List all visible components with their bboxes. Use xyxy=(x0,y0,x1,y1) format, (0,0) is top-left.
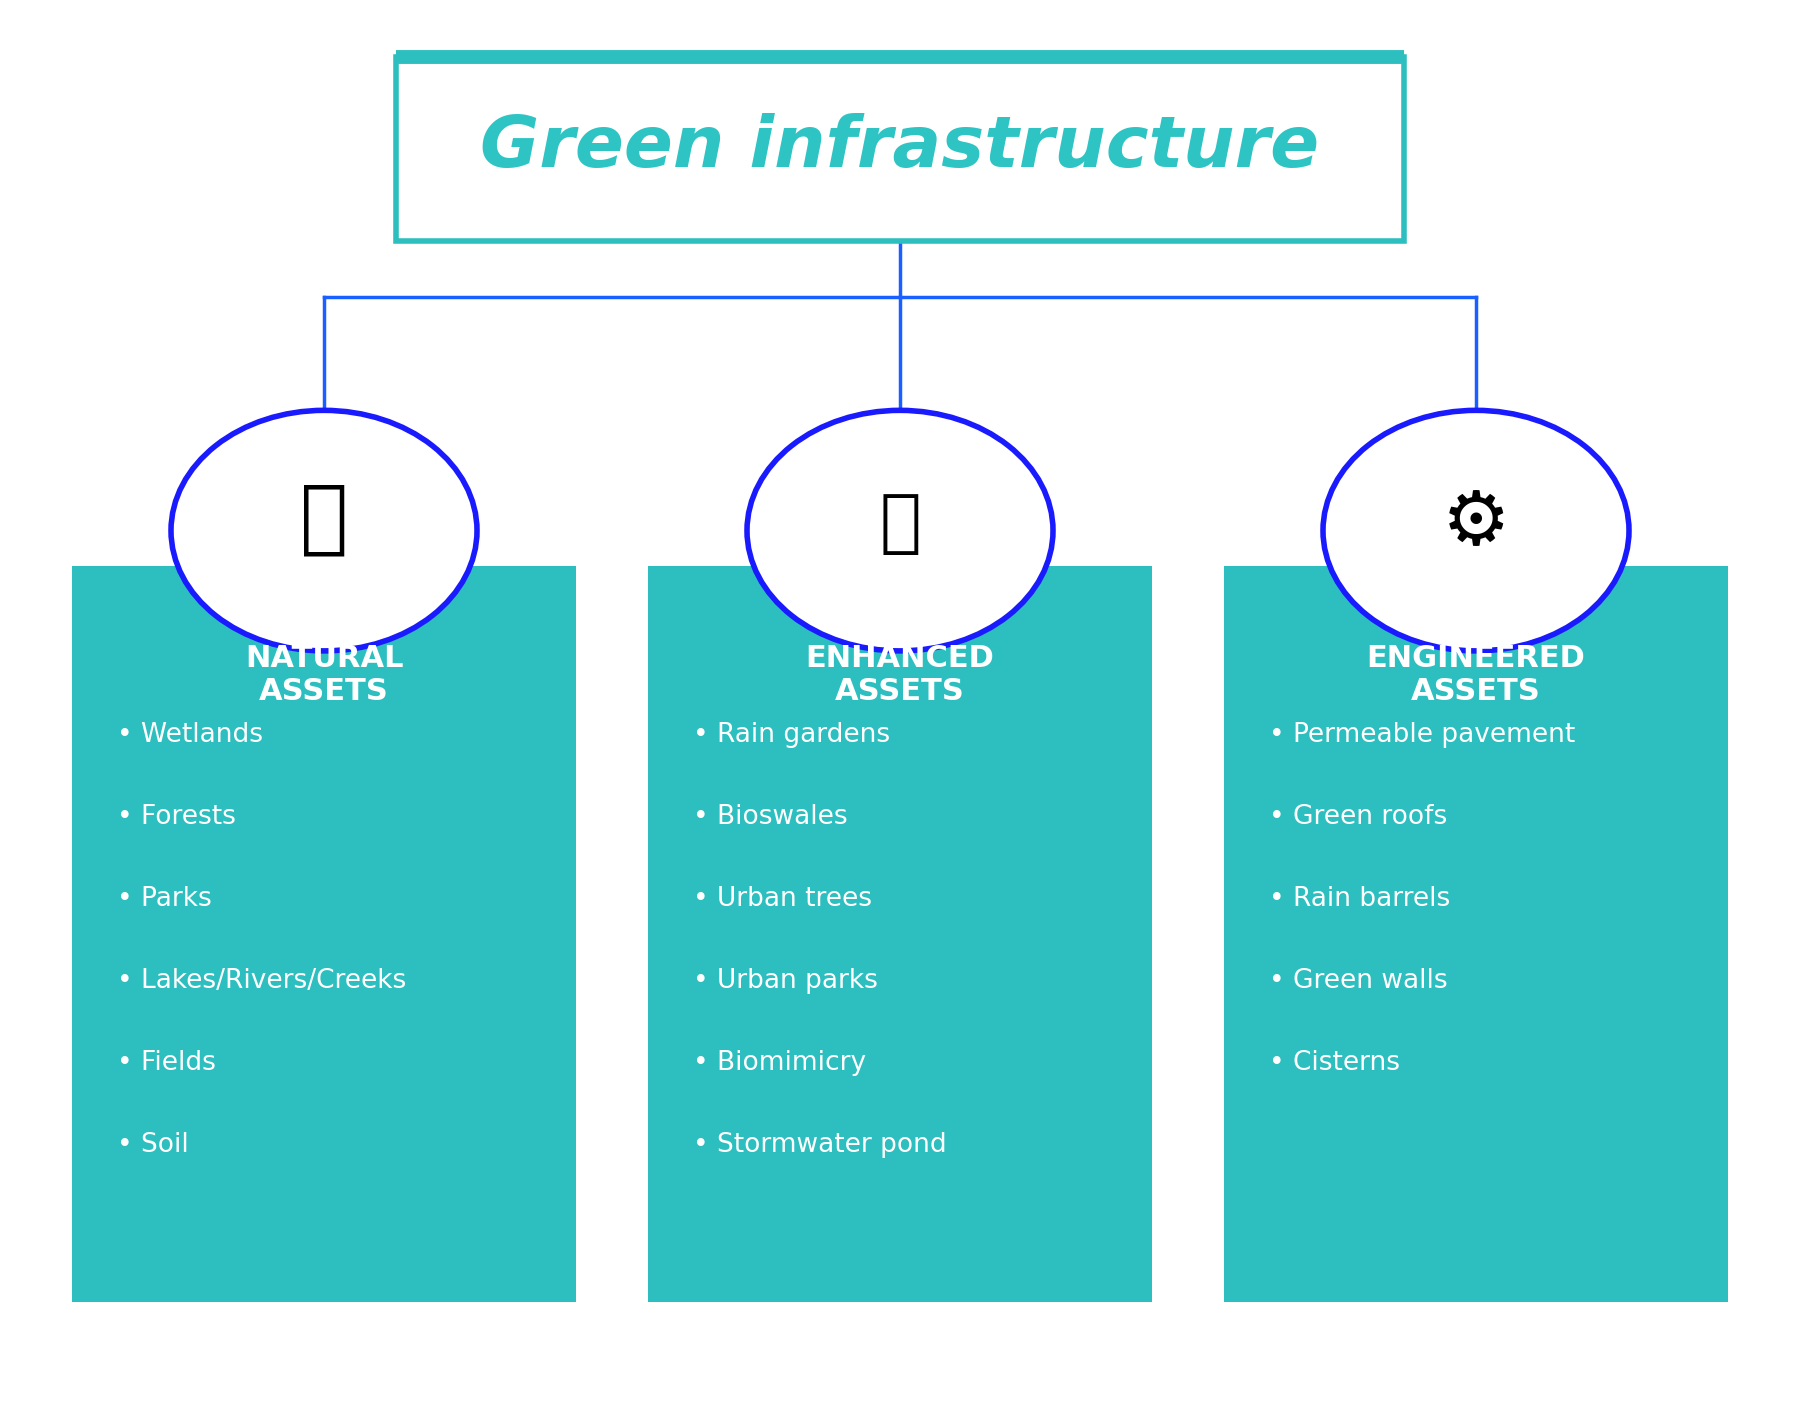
FancyBboxPatch shape xyxy=(648,566,1152,1302)
Text: ENHANCED
ASSETS: ENHANCED ASSETS xyxy=(806,644,994,706)
Text: • Permeable pavement: • Permeable pavement xyxy=(1269,722,1575,747)
Text: • Fields: • Fields xyxy=(117,1050,216,1075)
FancyBboxPatch shape xyxy=(1224,566,1728,1302)
Text: • Urban parks: • Urban parks xyxy=(693,968,878,993)
Text: • Green roofs: • Green roofs xyxy=(1269,804,1447,829)
FancyBboxPatch shape xyxy=(72,566,576,1302)
Text: 🎮: 🎮 xyxy=(878,490,922,558)
Circle shape xyxy=(171,410,477,651)
Circle shape xyxy=(1323,410,1629,651)
Text: • Green walls: • Green walls xyxy=(1269,968,1447,993)
Text: • Rain barrels: • Rain barrels xyxy=(1269,886,1451,911)
FancyBboxPatch shape xyxy=(396,57,1404,241)
Text: • Forests: • Forests xyxy=(117,804,236,829)
Circle shape xyxy=(747,410,1053,651)
Text: • Urban trees: • Urban trees xyxy=(693,886,871,911)
Text: ENGINEERED
ASSETS: ENGINEERED ASSETS xyxy=(1366,644,1586,706)
Text: • Parks: • Parks xyxy=(117,886,212,911)
Text: • Lakes/Rivers/Creeks: • Lakes/Rivers/Creeks xyxy=(117,968,407,993)
Text: ⚙: ⚙ xyxy=(1442,487,1510,560)
Text: 🌲: 🌲 xyxy=(301,480,347,559)
Text: • Rain gardens: • Rain gardens xyxy=(693,722,891,747)
Text: • Biomimicry: • Biomimicry xyxy=(693,1050,866,1075)
Text: • Stormwater pond: • Stormwater pond xyxy=(693,1132,947,1157)
Text: Green infrastructure: Green infrastructure xyxy=(481,113,1319,181)
Text: NATURAL
ASSETS: NATURAL ASSETS xyxy=(245,644,403,706)
Text: • Bioswales: • Bioswales xyxy=(693,804,848,829)
Text: • Cisterns: • Cisterns xyxy=(1269,1050,1400,1075)
Text: • Wetlands: • Wetlands xyxy=(117,722,263,747)
Text: • Soil: • Soil xyxy=(117,1132,189,1157)
